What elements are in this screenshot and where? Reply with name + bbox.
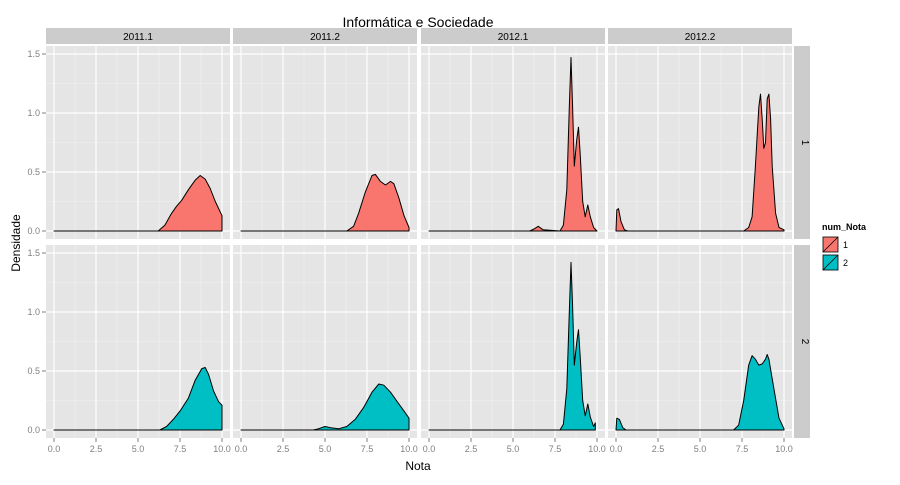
legend-key-slash — [822, 254, 839, 271]
x-tick-label: 5.0 — [507, 444, 520, 454]
density-area-2011.1-2 — [53, 367, 223, 431]
row-strip-label: 2 — [799, 339, 810, 345]
y-tick-label: 0.0 — [27, 226, 40, 236]
facet-strip-label: 2012.1 — [498, 32, 529, 43]
x-tick-label: 0.0 — [235, 444, 248, 454]
density-area-2011.2-1 — [240, 173, 410, 232]
y-axis-label: Densidade — [9, 214, 23, 272]
x-tick-label: 10.0 — [588, 444, 606, 454]
y-tick-label: 1.0 — [27, 307, 40, 317]
x-tick-label: 10.0 — [400, 444, 418, 454]
density-area-2012.2-2 — [615, 354, 785, 431]
legend: num_Nota 12 — [821, 222, 867, 272]
y-tick-label: 1.0 — [27, 108, 40, 118]
y-tick-label: 0.0 — [27, 425, 40, 435]
density-area-2012.1-2 — [428, 261, 596, 431]
x-tick-label: 7.5 — [549, 444, 562, 454]
y-tick-label: 0.5 — [27, 366, 40, 376]
x-tick-label: 7.5 — [736, 444, 749, 454]
x-tick-label: 0.0 — [423, 444, 436, 454]
facet-strip-2011.2 — [233, 28, 417, 44]
y-tick-label: 1.5 — [27, 49, 40, 59]
facet-strip-label: 2011.2 — [310, 32, 340, 43]
x-tick-label: 5.0 — [694, 444, 707, 454]
row-strip-1 — [794, 46, 810, 239]
x-tick-label: 2.5 — [90, 444, 103, 454]
legend-entries: 12 — [821, 235, 848, 272]
x-tick-label: 0.0 — [48, 444, 61, 454]
x-tick-label: 7.5 — [174, 444, 187, 454]
facet-strip-label: 2011.1 — [123, 32, 153, 43]
density-area-2012.1-1 — [428, 57, 598, 232]
density-area-2011.2-2 — [240, 383, 410, 431]
x-tick-label: 5.0 — [319, 444, 332, 454]
row-strip-2 — [794, 245, 810, 438]
row-strip-label: 1 — [799, 140, 810, 146]
density-area-2011.1-1 — [53, 175, 223, 232]
x-tick-label: 10.0 — [213, 444, 231, 454]
facet-strip-2012.1 — [421, 28, 605, 44]
legend-title: num_Nota — [822, 222, 867, 232]
x-tick-label: 5.0 — [132, 444, 145, 454]
density-area-2012.2-1 — [615, 93, 785, 232]
facet-panels: 2011.1 2011.2 2012.1 2012.2 1 2 0.0 0.5 1.0 1.5 0.… — [27, 28, 810, 454]
legend-label: 2 — [843, 258, 848, 268]
facet-strip-label: 2012.2 — [685, 32, 716, 43]
facet-strip-2012.2 — [608, 28, 792, 44]
legend-label: 1 — [843, 240, 848, 250]
x-axis-label: Nota — [405, 459, 431, 473]
y-tick-label: 0.5 — [27, 167, 40, 177]
x-tick-label: 2.5 — [652, 444, 665, 454]
y-tick-label: 1.5 — [27, 248, 40, 258]
x-tick-label: 2.5 — [465, 444, 478, 454]
x-tick-label: 2.5 — [277, 444, 290, 454]
facet-strip-2011.1 — [46, 28, 230, 44]
legend-key-slash — [822, 236, 839, 253]
x-tick-label: 7.5 — [361, 444, 374, 454]
x-tick-label: 0.0 — [610, 444, 623, 454]
chart-title: Informática e Sociedade — [343, 14, 494, 30]
x-tick-label: 10.0 — [775, 444, 793, 454]
